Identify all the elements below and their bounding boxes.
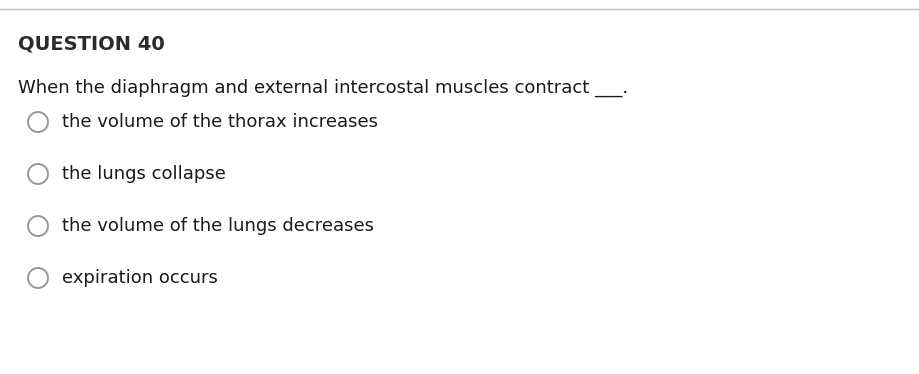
Text: QUESTION 40: QUESTION 40 xyxy=(18,34,165,53)
Text: the lungs collapse: the lungs collapse xyxy=(62,165,226,183)
Text: the volume of the lungs decreases: the volume of the lungs decreases xyxy=(62,217,374,235)
Text: expiration occurs: expiration occurs xyxy=(62,269,218,287)
Text: the volume of the thorax increases: the volume of the thorax increases xyxy=(62,113,378,131)
Text: When the diaphragm and external intercostal muscles contract ___.: When the diaphragm and external intercos… xyxy=(18,79,628,97)
